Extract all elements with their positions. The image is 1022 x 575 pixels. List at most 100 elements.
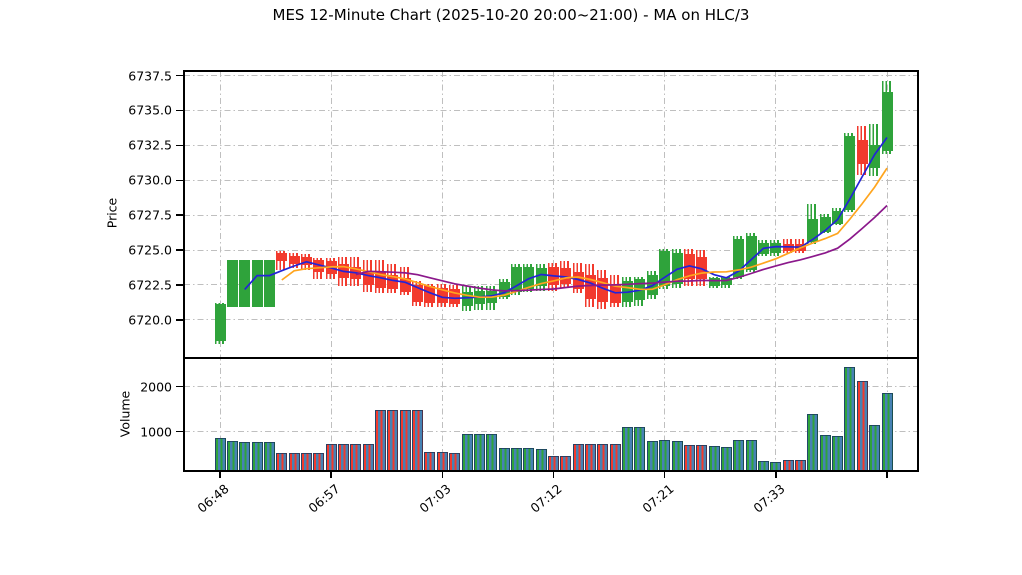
candle-body [313,259,325,273]
chart-title: MES 12-Minute Chart (2025-10-20 20:00~21… [272,6,750,24]
volume-bar [733,439,745,471]
x-tickmark [441,472,444,478]
volume-bar [523,448,535,471]
volume-bar [288,453,300,471]
volume-bar [708,446,720,471]
volume-bar [881,393,893,471]
candle-body [510,266,522,292]
volume-bar [572,443,584,471]
price-tick-label: 6735.0 [128,102,172,118]
price-gridline [184,249,918,251]
volume-bar [622,427,634,471]
volume-bar [226,440,238,471]
price-tickmark [176,109,183,112]
volume-bar [757,461,769,471]
volume-bar [510,447,522,471]
x-tick-label: 07:33 [750,481,788,516]
volume-bar [795,459,807,471]
volume-bar [597,443,609,471]
volume-bar [720,446,732,471]
volume-bar [498,447,510,471]
price-tickmark [176,284,183,286]
candle-body [263,259,275,308]
volume-bar [770,461,782,471]
volume-bar [807,414,819,471]
volume-bar [461,433,473,471]
volume-bar [671,440,683,471]
volume-bar [782,459,794,471]
volume-gridline [184,386,918,388]
x-tickmark [219,472,221,478]
x-gridline [775,71,777,473]
candle-body [498,282,510,298]
volume-gridline [184,431,918,433]
candle-body [585,275,597,299]
candle-body [869,145,881,168]
volume-bar [300,453,312,471]
x-tickmark [330,472,332,478]
candle-body [832,210,844,224]
bottom-spine [183,470,919,472]
price-tick-label: 6730.0 [128,172,172,188]
x-tickmark [663,472,666,478]
ma-line [281,167,888,299]
volume-bar [263,442,275,471]
candle-body [424,286,436,304]
volume-bar [659,440,671,471]
candle-body [461,291,473,306]
price-tick-label: 6732.5 [128,137,172,153]
volume-bar [696,444,708,471]
candle-body [276,252,288,262]
price-gridline [184,214,918,216]
volume-bar [819,435,831,471]
candle-body [387,275,399,290]
candle-body [659,251,671,287]
x-gridline [441,71,443,473]
candle-body [708,277,720,287]
x-gridline [886,71,888,473]
top-spine [183,70,919,72]
volume-bar [560,456,572,471]
price-tickmark [176,214,183,216]
volume-bar [832,435,844,471]
price-gridline [184,144,918,146]
candle-body [819,216,831,232]
candle-body [449,289,461,305]
volume-bar [449,452,461,471]
candle-body [560,268,572,284]
volume-bar [214,438,226,471]
volume-bar [251,441,263,471]
x-tickmark [775,472,777,478]
candle-body [597,277,609,302]
moving-average-lines [244,137,888,300]
candle-body [399,277,411,292]
candle-body [671,252,683,284]
candle-body [239,259,251,308]
candle-body [856,139,868,164]
volume-bar [239,441,251,471]
volume-bar [646,440,658,471]
volume-bar [387,409,399,471]
candle-body [622,280,634,302]
price-gridline [184,179,918,181]
candle-body [362,270,374,285]
candle-body [251,259,263,308]
candle-body [733,238,745,277]
volume-bar [609,444,621,471]
candle-body [807,219,819,242]
x-tickmark [886,472,888,478]
volume-bar [535,449,547,471]
price-tick-label: 6720.0 [128,312,172,328]
x-tick-label: 06:57 [305,481,343,516]
volume-bar [856,381,868,471]
volume-bar [683,444,695,471]
volume-bar [325,443,337,471]
candle-body [572,272,584,290]
candle-body [226,259,238,308]
candle-body [745,236,757,270]
candle-body [720,277,732,285]
price-tickmark [176,249,183,251]
price-gridline [184,109,918,111]
candle-body [881,92,893,151]
